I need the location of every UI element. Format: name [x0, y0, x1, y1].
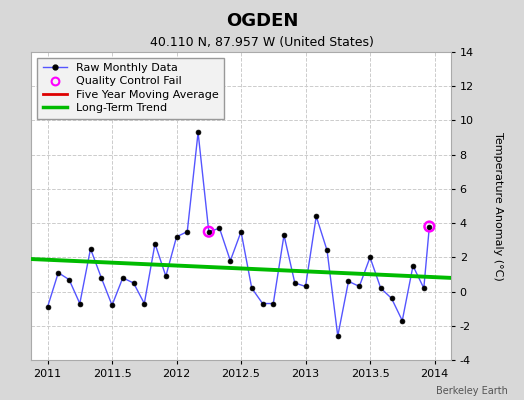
Text: OGDEN: OGDEN — [226, 12, 298, 30]
Text: Berkeley Earth: Berkeley Earth — [436, 386, 508, 396]
Legend: Raw Monthly Data, Quality Control Fail, Five Year Moving Average, Long-Term Tren: Raw Monthly Data, Quality Control Fail, … — [37, 58, 224, 119]
Y-axis label: Temperature Anomaly (°C): Temperature Anomaly (°C) — [493, 132, 503, 280]
Text: 40.110 N, 87.957 W (United States): 40.110 N, 87.957 W (United States) — [150, 36, 374, 49]
Point — [425, 223, 433, 230]
Point — [204, 228, 213, 235]
